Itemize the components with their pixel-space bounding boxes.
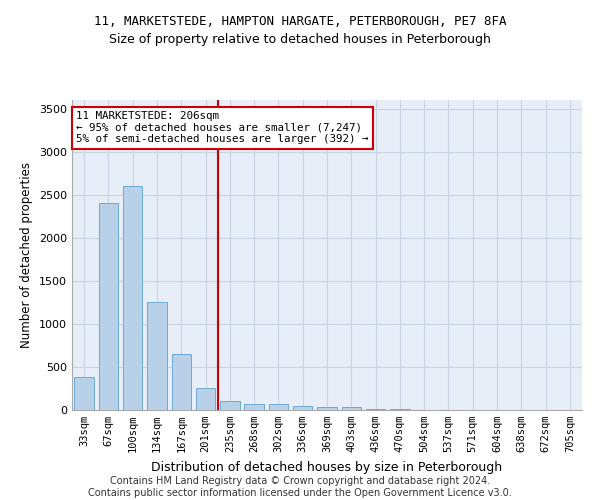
Bar — [99, 204, 118, 410]
Bar — [220, 402, 239, 410]
Bar — [317, 406, 337, 410]
Bar — [123, 186, 142, 410]
Text: Size of property relative to detached houses in Peterborough: Size of property relative to detached ho… — [109, 32, 491, 46]
Bar — [147, 302, 167, 410]
Bar — [269, 404, 288, 410]
Bar — [74, 378, 94, 410]
Bar — [244, 404, 264, 410]
Text: 11, MARKETSTEDE, HAMPTON HARGATE, PETERBOROUGH, PE7 8FA: 11, MARKETSTEDE, HAMPTON HARGATE, PETERB… — [94, 15, 506, 28]
Bar — [366, 408, 385, 410]
Bar — [341, 408, 361, 410]
X-axis label: Distribution of detached houses by size in Peterborough: Distribution of detached houses by size … — [151, 460, 503, 473]
Y-axis label: Number of detached properties: Number of detached properties — [20, 162, 34, 348]
Bar — [196, 388, 215, 410]
Text: Contains HM Land Registry data © Crown copyright and database right 2024.
Contai: Contains HM Land Registry data © Crown c… — [88, 476, 512, 498]
Text: 11 MARKETSTEDE: 206sqm
← 95% of detached houses are smaller (7,247)
5% of semi-d: 11 MARKETSTEDE: 206sqm ← 95% of detached… — [76, 111, 368, 144]
Bar — [172, 354, 191, 410]
Bar — [293, 406, 313, 410]
